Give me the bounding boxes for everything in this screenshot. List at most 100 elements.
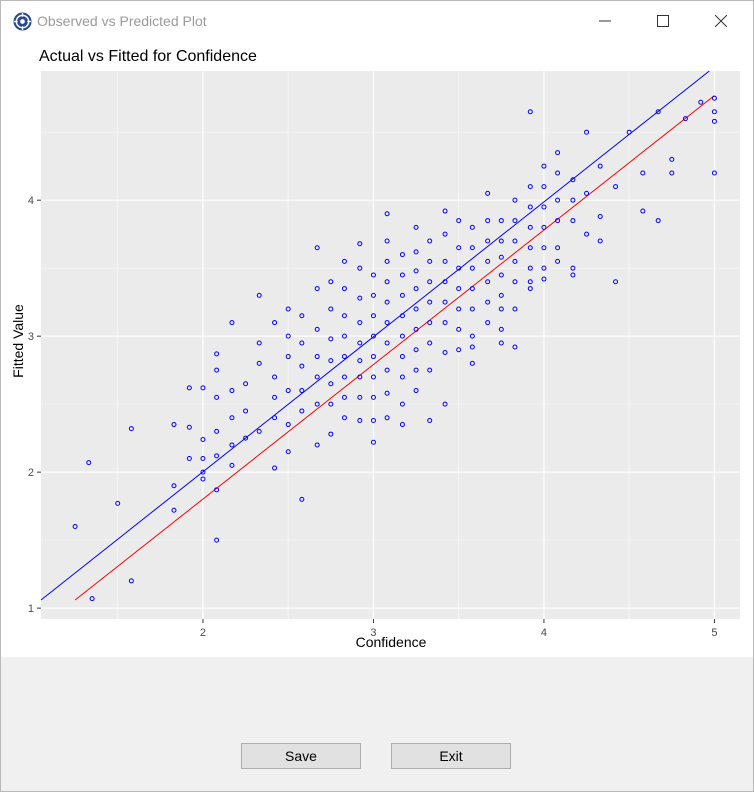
data-point [128, 578, 134, 584]
data-points [72, 95, 717, 602]
data-point [498, 306, 504, 312]
data-point [498, 238, 504, 244]
data-point [456, 326, 462, 332]
close-button[interactable] [699, 7, 743, 35]
data-point [570, 265, 576, 271]
data-point [384, 390, 390, 396]
data-point [272, 320, 278, 326]
data-point [442, 258, 448, 264]
data-point [512, 238, 518, 244]
data-point [597, 213, 603, 219]
data-point [527, 265, 533, 271]
data-point [243, 381, 249, 387]
maximize-icon [657, 15, 669, 27]
data-point [584, 129, 590, 135]
data-point [214, 367, 220, 373]
data-point [584, 231, 590, 237]
axis-ticks: 2 3 4 5 1 2 3 4 [28, 195, 718, 639]
data-point [399, 252, 405, 258]
data-point [171, 483, 177, 489]
data-point [512, 306, 518, 312]
data-point [512, 344, 518, 350]
data-point [442, 279, 448, 285]
data-point [456, 218, 462, 224]
data-point [555, 150, 561, 156]
data-point [498, 254, 504, 260]
data-point [469, 245, 475, 251]
data-point [328, 381, 334, 387]
data-point [200, 385, 206, 391]
data-point [229, 442, 235, 448]
data-point [498, 340, 504, 346]
data-point [597, 163, 603, 169]
reference-line-red [74, 95, 715, 601]
save-button[interactable]: Save [241, 743, 361, 769]
minimize-button[interactable] [583, 7, 627, 35]
data-point [413, 367, 419, 373]
data-point [328, 431, 334, 437]
data-point [555, 245, 561, 251]
data-point [469, 333, 475, 339]
data-point [314, 354, 320, 360]
data-point [384, 340, 390, 346]
data-point [527, 204, 533, 210]
data-point [285, 354, 291, 360]
data-point [427, 417, 433, 423]
data-point [527, 109, 533, 115]
data-point [384, 238, 390, 244]
data-point [171, 507, 177, 513]
data-point [427, 238, 433, 244]
data-point [214, 537, 220, 543]
data-point [384, 258, 390, 264]
data-point [427, 258, 433, 264]
data-point [413, 326, 419, 332]
data-point [314, 442, 320, 448]
data-point [86, 460, 92, 466]
data-point [328, 279, 334, 285]
data-point [314, 326, 320, 332]
data-point [456, 245, 462, 251]
data-point [214, 351, 220, 357]
data-point [299, 496, 305, 502]
data-point [512, 258, 518, 264]
data-point [442, 401, 448, 407]
data-point [485, 218, 491, 224]
data-point [498, 292, 504, 298]
data-point [370, 417, 376, 423]
data-point [399, 401, 405, 407]
data-point [229, 388, 235, 394]
data-point [413, 388, 419, 394]
data-point [89, 596, 95, 602]
scatter-chart: Actual vs Fitted for Confidence 2 3 4 5 1 2 3 4… [10, 48, 740, 650]
data-point [341, 313, 347, 319]
data-point [527, 279, 533, 285]
maximize-button[interactable] [641, 7, 685, 35]
data-point [370, 394, 376, 400]
data-point [272, 415, 278, 421]
exit-button[interactable]: Exit [391, 743, 511, 769]
data-point [527, 286, 533, 292]
data-point [214, 428, 220, 434]
data-point [527, 224, 533, 230]
data-point [399, 272, 405, 278]
data-point [370, 313, 376, 319]
data-point [427, 340, 433, 346]
data-point [200, 476, 206, 482]
data-point [370, 333, 376, 339]
data-point [613, 279, 619, 285]
data-point [485, 238, 491, 244]
data-point [711, 170, 717, 176]
data-point [512, 279, 518, 285]
data-point [541, 204, 547, 210]
data-point [442, 349, 448, 355]
data-point [541, 245, 547, 251]
data-point [555, 258, 561, 264]
data-point [442, 208, 448, 214]
x-axis-label: Confidence [356, 634, 427, 650]
y-tick-label: 3 [28, 331, 34, 343]
app-logo-icon [13, 12, 32, 31]
data-point [413, 347, 419, 353]
data-point [613, 184, 619, 190]
data-point [314, 374, 320, 380]
data-point [527, 245, 533, 251]
